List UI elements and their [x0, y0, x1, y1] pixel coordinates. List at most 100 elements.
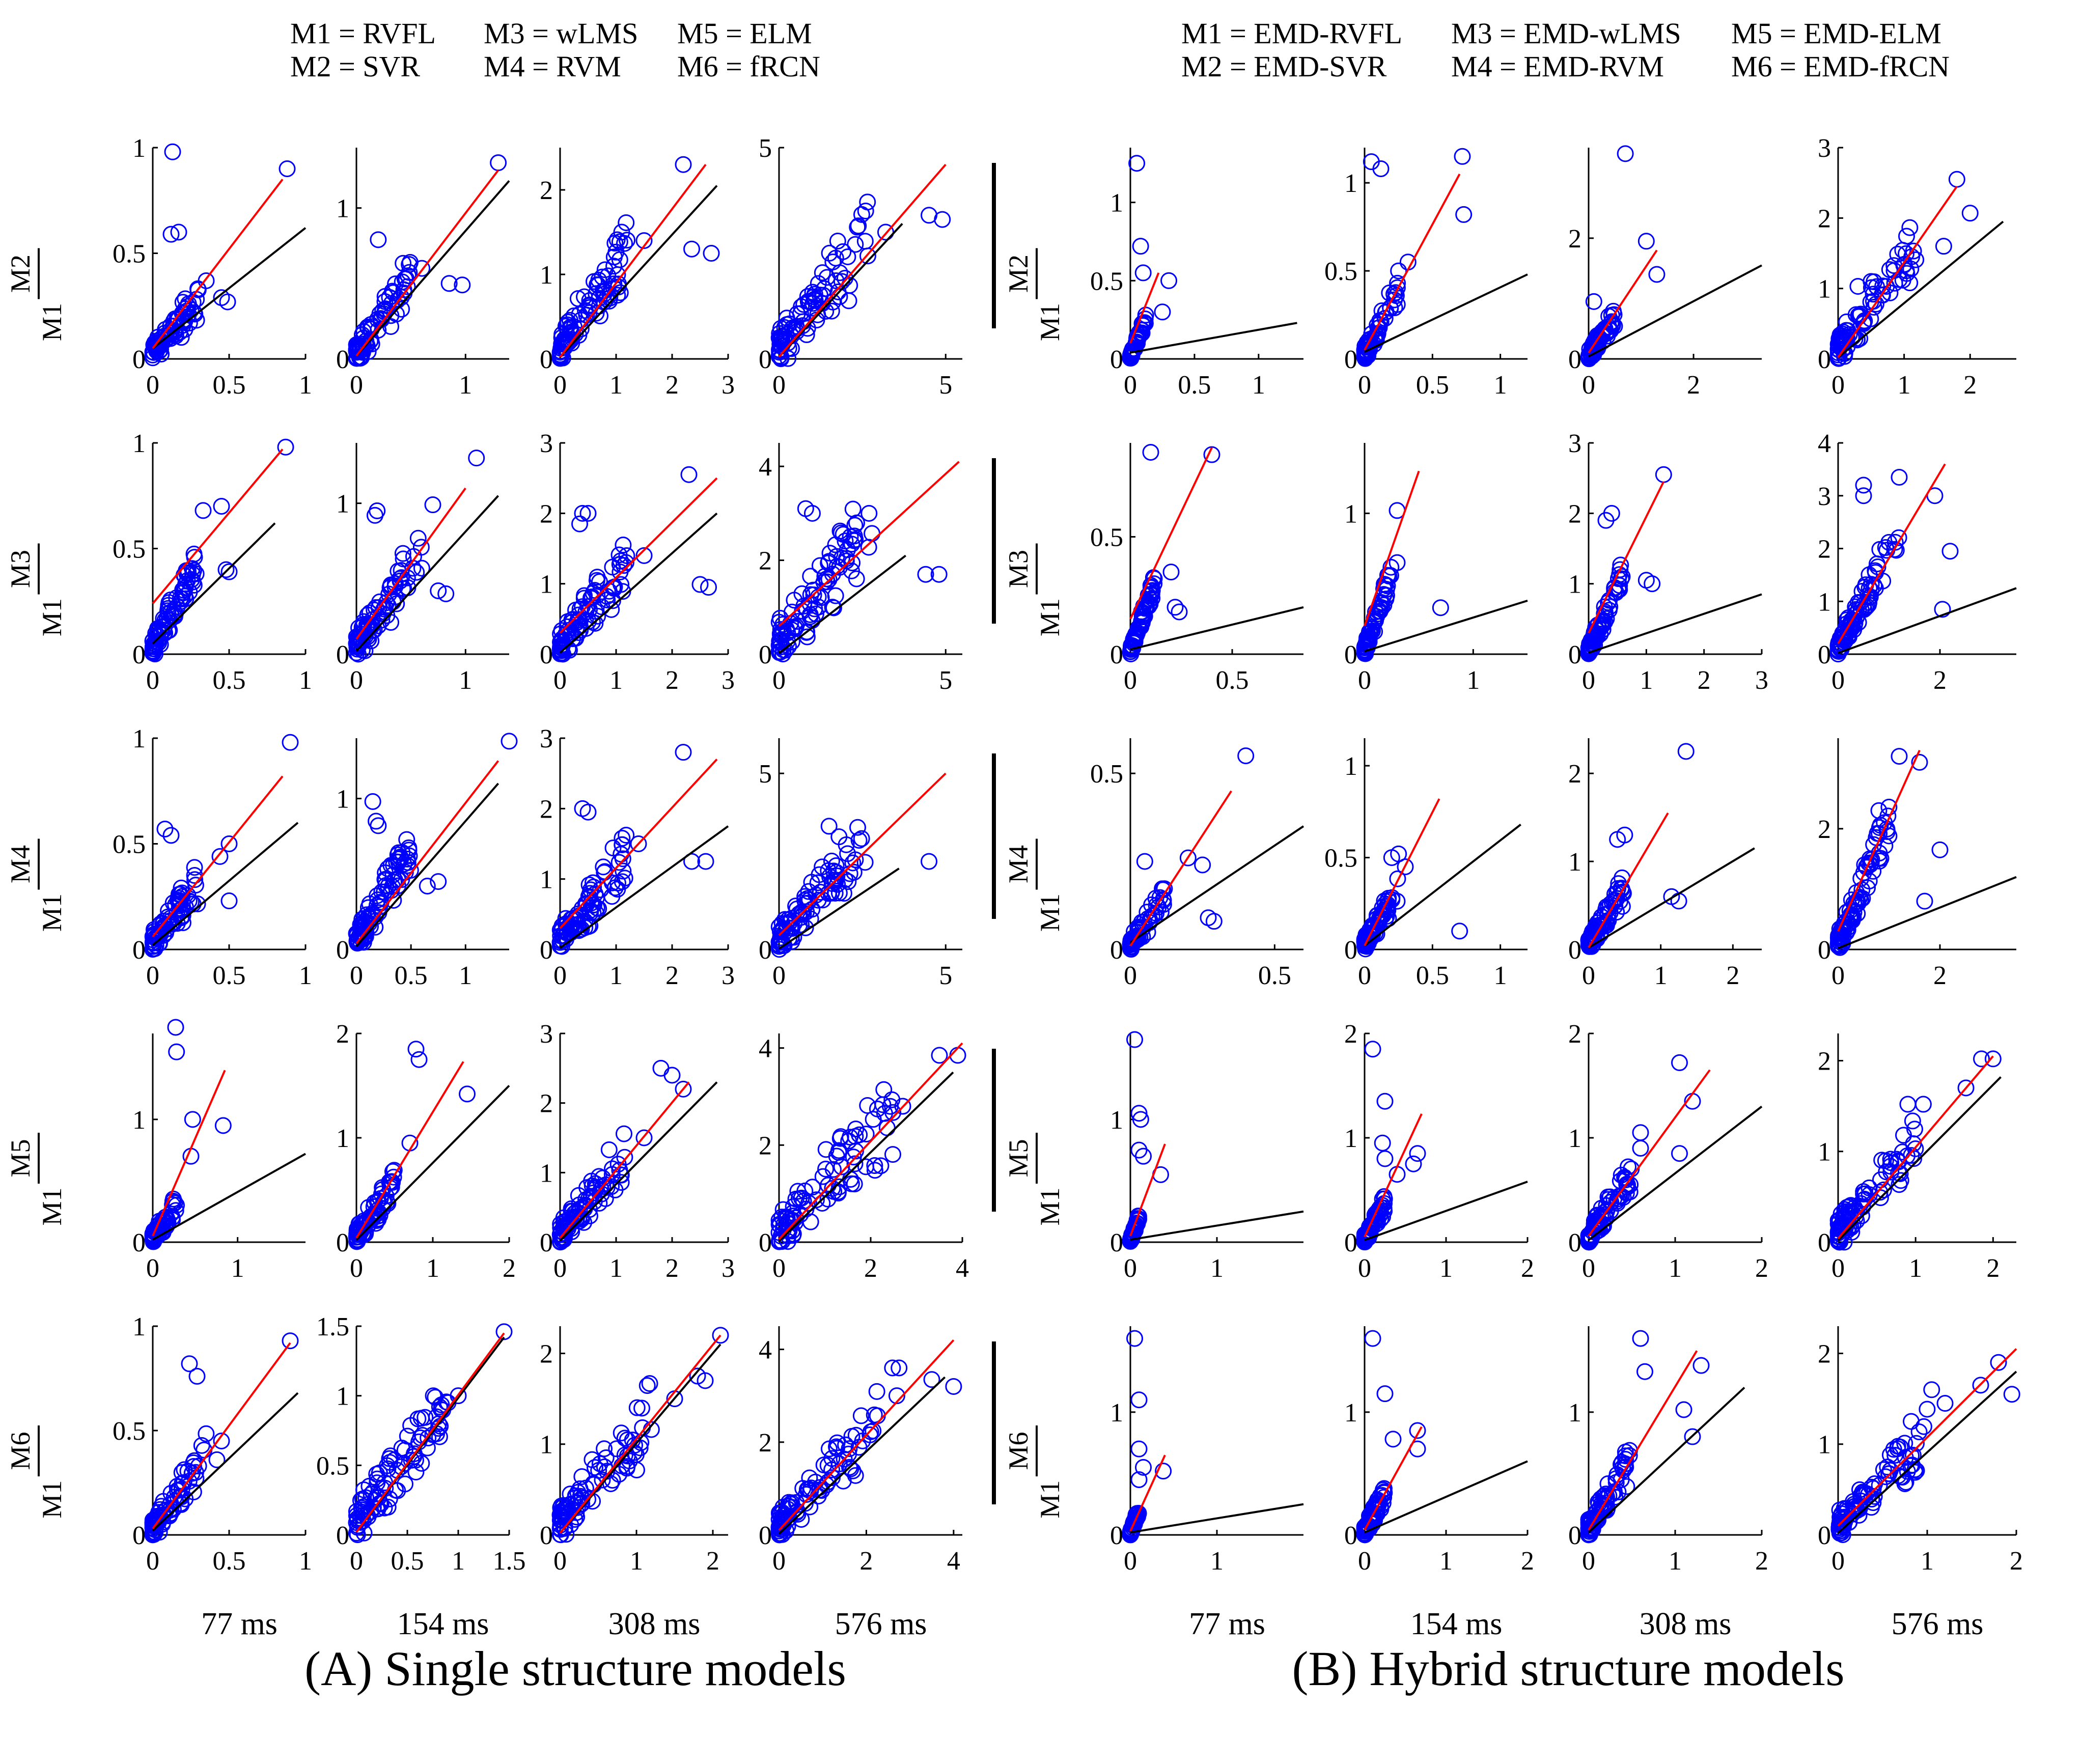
- x-tick-label: 1.5: [493, 1547, 526, 1576]
- data-point: [571, 306, 588, 323]
- data-point: [581, 1207, 598, 1224]
- data-point: [821, 244, 838, 262]
- data-point: [823, 852, 840, 870]
- y-tick-label: 1: [1344, 752, 1357, 781]
- data-point: [1591, 621, 1608, 638]
- data-point: [184, 1111, 201, 1128]
- data-point: [376, 288, 394, 305]
- x-tick-label: 2: [665, 371, 679, 400]
- column-label: 154 ms: [1410, 1607, 1503, 1641]
- data-point: [1376, 1150, 1394, 1167]
- data-point: [613, 223, 630, 241]
- x-tick-label: 2: [706, 1547, 719, 1576]
- data-point: [783, 933, 800, 950]
- reference-line: [1130, 1503, 1304, 1534]
- reference-line: [778, 1071, 954, 1242]
- x-tick-label: 1: [609, 666, 623, 695]
- subplot-B-M6-0: 0 1 0 1: [1110, 1326, 1304, 1576]
- data-point: [866, 1406, 883, 1423]
- data-point: [884, 1359, 901, 1377]
- data-point: [570, 1187, 587, 1204]
- x-tick-label: 0: [350, 1254, 363, 1283]
- data-point: [857, 203, 874, 219]
- row-label-numerator: M3: [5, 550, 36, 588]
- reference-line: [1364, 273, 1528, 353]
- data-point: [786, 592, 803, 609]
- data-point: [1399, 254, 1417, 271]
- data-point: [795, 296, 813, 313]
- data-point: [354, 341, 371, 358]
- row-label-denominator: M1: [1035, 598, 1065, 636]
- data-point: [370, 817, 387, 834]
- reference-line: [1364, 824, 1521, 947]
- y-tick-label: 0: [336, 640, 349, 669]
- data-point: [590, 1462, 607, 1479]
- data-point: [147, 1515, 164, 1532]
- fit-line: [1364, 470, 1420, 627]
- y-tick-label: 1: [1344, 169, 1357, 198]
- fit-line: [559, 163, 707, 358]
- data-point: [884, 1146, 901, 1163]
- data-point: [376, 883, 393, 901]
- x-tick-label: 1: [299, 666, 312, 695]
- x-tick-label: 0: [1831, 1254, 1845, 1283]
- reference-line: [559, 185, 718, 358]
- data-point: [349, 630, 367, 648]
- data-point: [628, 1462, 645, 1479]
- data-point: [144, 1525, 161, 1543]
- data-point: [395, 255, 412, 272]
- data-point: [282, 1332, 299, 1350]
- data-point: [868, 1383, 885, 1400]
- x-tick-label: 2: [859, 1547, 873, 1576]
- subplot-B-M3-2: 0 1 2 3 0 1 2 3: [1568, 429, 1768, 695]
- data-point: [413, 559, 430, 577]
- data-point: [771, 1526, 788, 1544]
- x-tick-label: 0: [350, 666, 363, 695]
- data-point: [574, 505, 591, 522]
- data-point: [1866, 577, 1883, 594]
- data-point: [490, 154, 507, 172]
- data-point: [597, 1449, 615, 1466]
- data-point: [931, 1047, 948, 1064]
- x-tick-label: 1: [459, 666, 472, 695]
- data-point: [1901, 274, 1919, 292]
- data-point: [1384, 1431, 1402, 1448]
- data-point: [616, 1430, 633, 1447]
- data-point: [611, 251, 628, 268]
- data-point: [820, 818, 838, 835]
- data-point: [789, 305, 806, 322]
- row-label-numerator: M5: [1003, 1139, 1034, 1177]
- y-tick-label: 1: [1344, 1124, 1357, 1153]
- data-point: [703, 245, 720, 262]
- data-point: [844, 854, 862, 872]
- x-tick-label: 1: [1909, 1254, 1922, 1283]
- y-tick-label: 1: [540, 570, 553, 599]
- subplot-A-M4-2: 0 1 2 3 0 1 2 3: [540, 724, 735, 990]
- data-point: [840, 292, 857, 310]
- data-point: [841, 1440, 858, 1458]
- data-point: [564, 1202, 581, 1220]
- data-point: [376, 293, 394, 310]
- caption-panel-b: (B) Hybrid structure models: [1292, 1641, 1844, 1696]
- data-point: [1899, 1096, 1917, 1113]
- data-point: [1865, 293, 1882, 310]
- fit-line: [559, 1334, 721, 1534]
- data-point: [1916, 892, 1933, 910]
- reference-line: [1130, 1210, 1304, 1241]
- data-point: [1636, 1363, 1653, 1380]
- data-point: [771, 632, 788, 650]
- data-point: [552, 1499, 569, 1517]
- data-point: [501, 733, 518, 750]
- legend-panel-a: M1 = RVFL M3 = wLMS M5 = ELM M2 = SVR M4 = R…: [290, 17, 820, 83]
- x-tick-label: 1: [609, 961, 623, 990]
- data-point: [609, 1156, 627, 1173]
- x-tick-label: 2: [1986, 1254, 2000, 1283]
- data-point: [1143, 578, 1160, 596]
- data-point: [820, 1440, 838, 1458]
- data-point: [781, 1222, 798, 1240]
- x-tick-label: 2: [1687, 371, 1700, 400]
- y-tick-label: 0: [540, 640, 553, 669]
- data-point: [352, 1217, 370, 1234]
